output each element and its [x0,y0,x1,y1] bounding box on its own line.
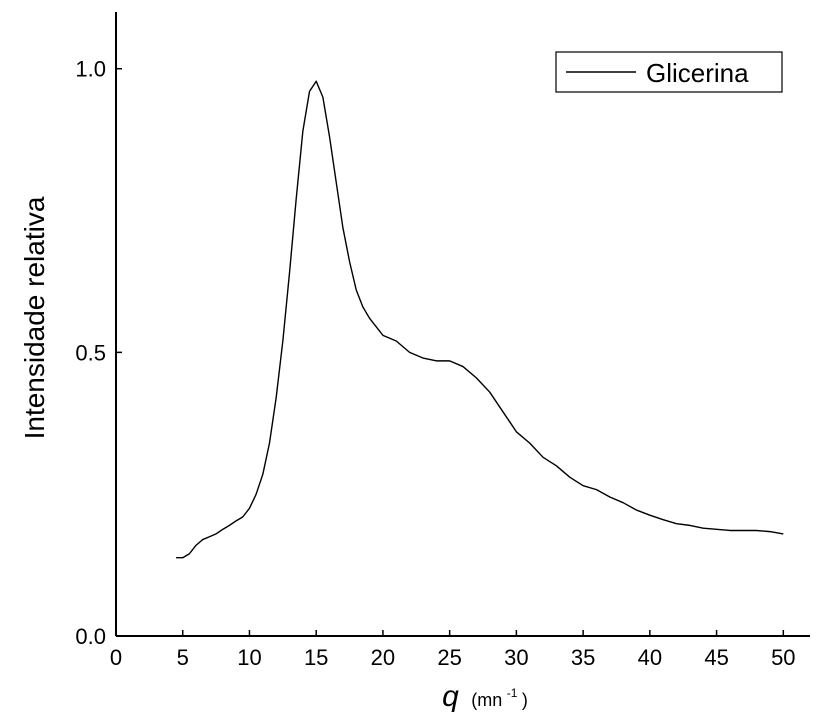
x-tick-label: 5 [177,645,189,670]
x-axis-ticks: 0 5 10 15 20 25 30 35 40 45 50 [110,630,796,670]
x-axis-title: q (mn -1 ) [442,680,528,713]
x-axis-symbol: q [442,680,459,713]
y-tick-label: 0.5 [75,340,106,365]
y-axis-title: Intensidade relativa [19,196,50,439]
x-tick-label: 40 [638,645,662,670]
x-tick-label: 45 [704,645,728,670]
x-tick-label: 10 [237,645,261,670]
series-line-glicerina [176,80,784,559]
y-tick-label: 1.0 [75,57,106,82]
x-tick-label: 15 [304,645,328,670]
x-axis-unit-close: ) [522,690,528,710]
x-tick-label: 0 [110,645,122,670]
legend: Glicerina [555,51,783,93]
y-axis-ticks: 0.0 0.5 1.0 [75,57,122,649]
x-tick-label: 50 [771,645,795,670]
legend-label-glicerina: Glicerina [646,58,749,88]
y-tick-label: 0.0 [75,624,106,649]
x-tick-label: 30 [504,645,528,670]
axes [115,12,810,637]
x-axis-unit: (mn [471,690,502,710]
series-layer [176,80,784,559]
x-tick-label: 20 [371,645,395,670]
x-axis-unit-superscript: -1 [507,686,518,700]
x-tick-label: 35 [571,645,595,670]
x-tick-label: 25 [437,645,461,670]
